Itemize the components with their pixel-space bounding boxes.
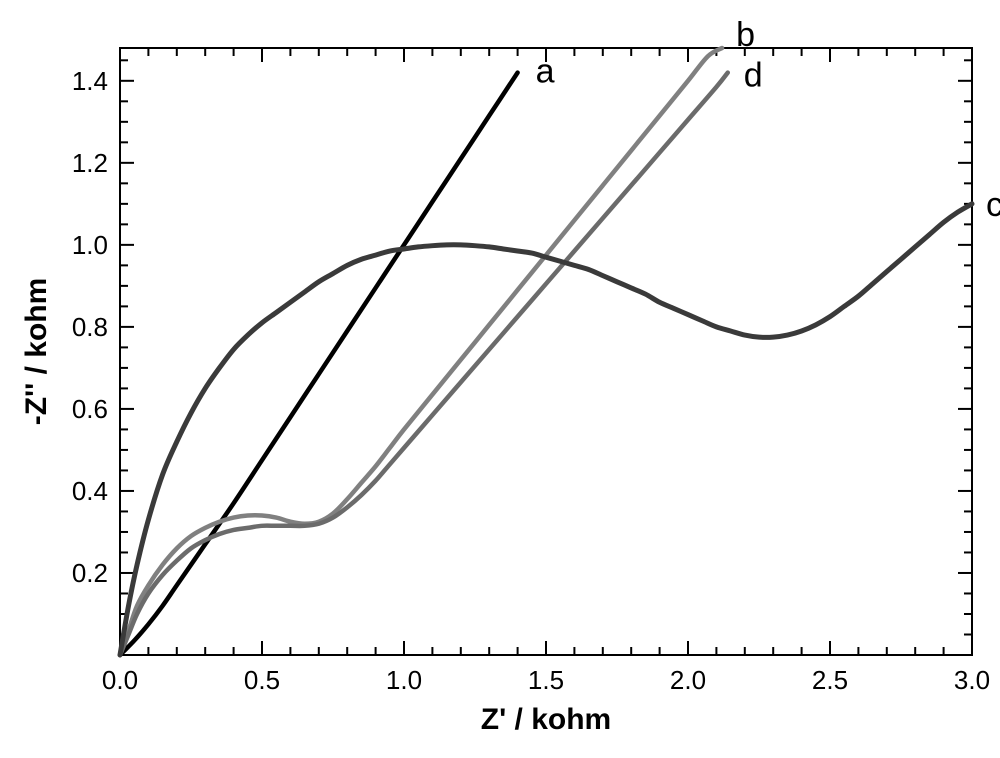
x-tick-label: 2.0 — [670, 665, 706, 695]
y-tick-label: 0.4 — [72, 476, 108, 506]
y-tick-label: 1.0 — [72, 230, 108, 260]
series-c — [120, 204, 972, 655]
x-tick-label: 0.5 — [244, 665, 280, 695]
chart-svg: 0.0 0.5 1.0 1.5 2.0 2.5 3.0 0.2 0.4 0.6 0.8 1.0 1.2 1… — [0, 0, 1000, 758]
x-tick-label: 2.5 — [812, 665, 848, 695]
y-tick-label: 1.4 — [72, 66, 108, 96]
plot-frame — [120, 48, 972, 655]
series-label-d: d — [744, 57, 763, 95]
y-tick-label: 1.2 — [72, 148, 108, 178]
x-tick-label: 1.5 — [528, 665, 564, 695]
nyquist-plot: 0.0 0.5 1.0 1.5 2.0 2.5 3.0 0.2 0.4 0.6 0.8 1.0 1.2 1… — [0, 0, 1000, 758]
series-d — [120, 73, 728, 655]
series-label-a: a — [536, 53, 555, 91]
y-axis-title: -Z'' / kohm — [20, 278, 53, 426]
x-tick-label: 1.0 — [386, 665, 422, 695]
series-label-c: c — [986, 186, 1000, 224]
x-tick-label: 0.0 — [102, 665, 138, 695]
y-tick-label: 0.2 — [72, 558, 108, 588]
x-axis-title: Z' / kohm — [481, 703, 611, 736]
series-label-b: b — [736, 16, 755, 54]
y-tick-label: 0.6 — [72, 394, 108, 424]
series-b — [120, 48, 722, 655]
y-tick-label: 0.8 — [72, 312, 108, 342]
x-tick-label: 3.0 — [954, 665, 990, 695]
